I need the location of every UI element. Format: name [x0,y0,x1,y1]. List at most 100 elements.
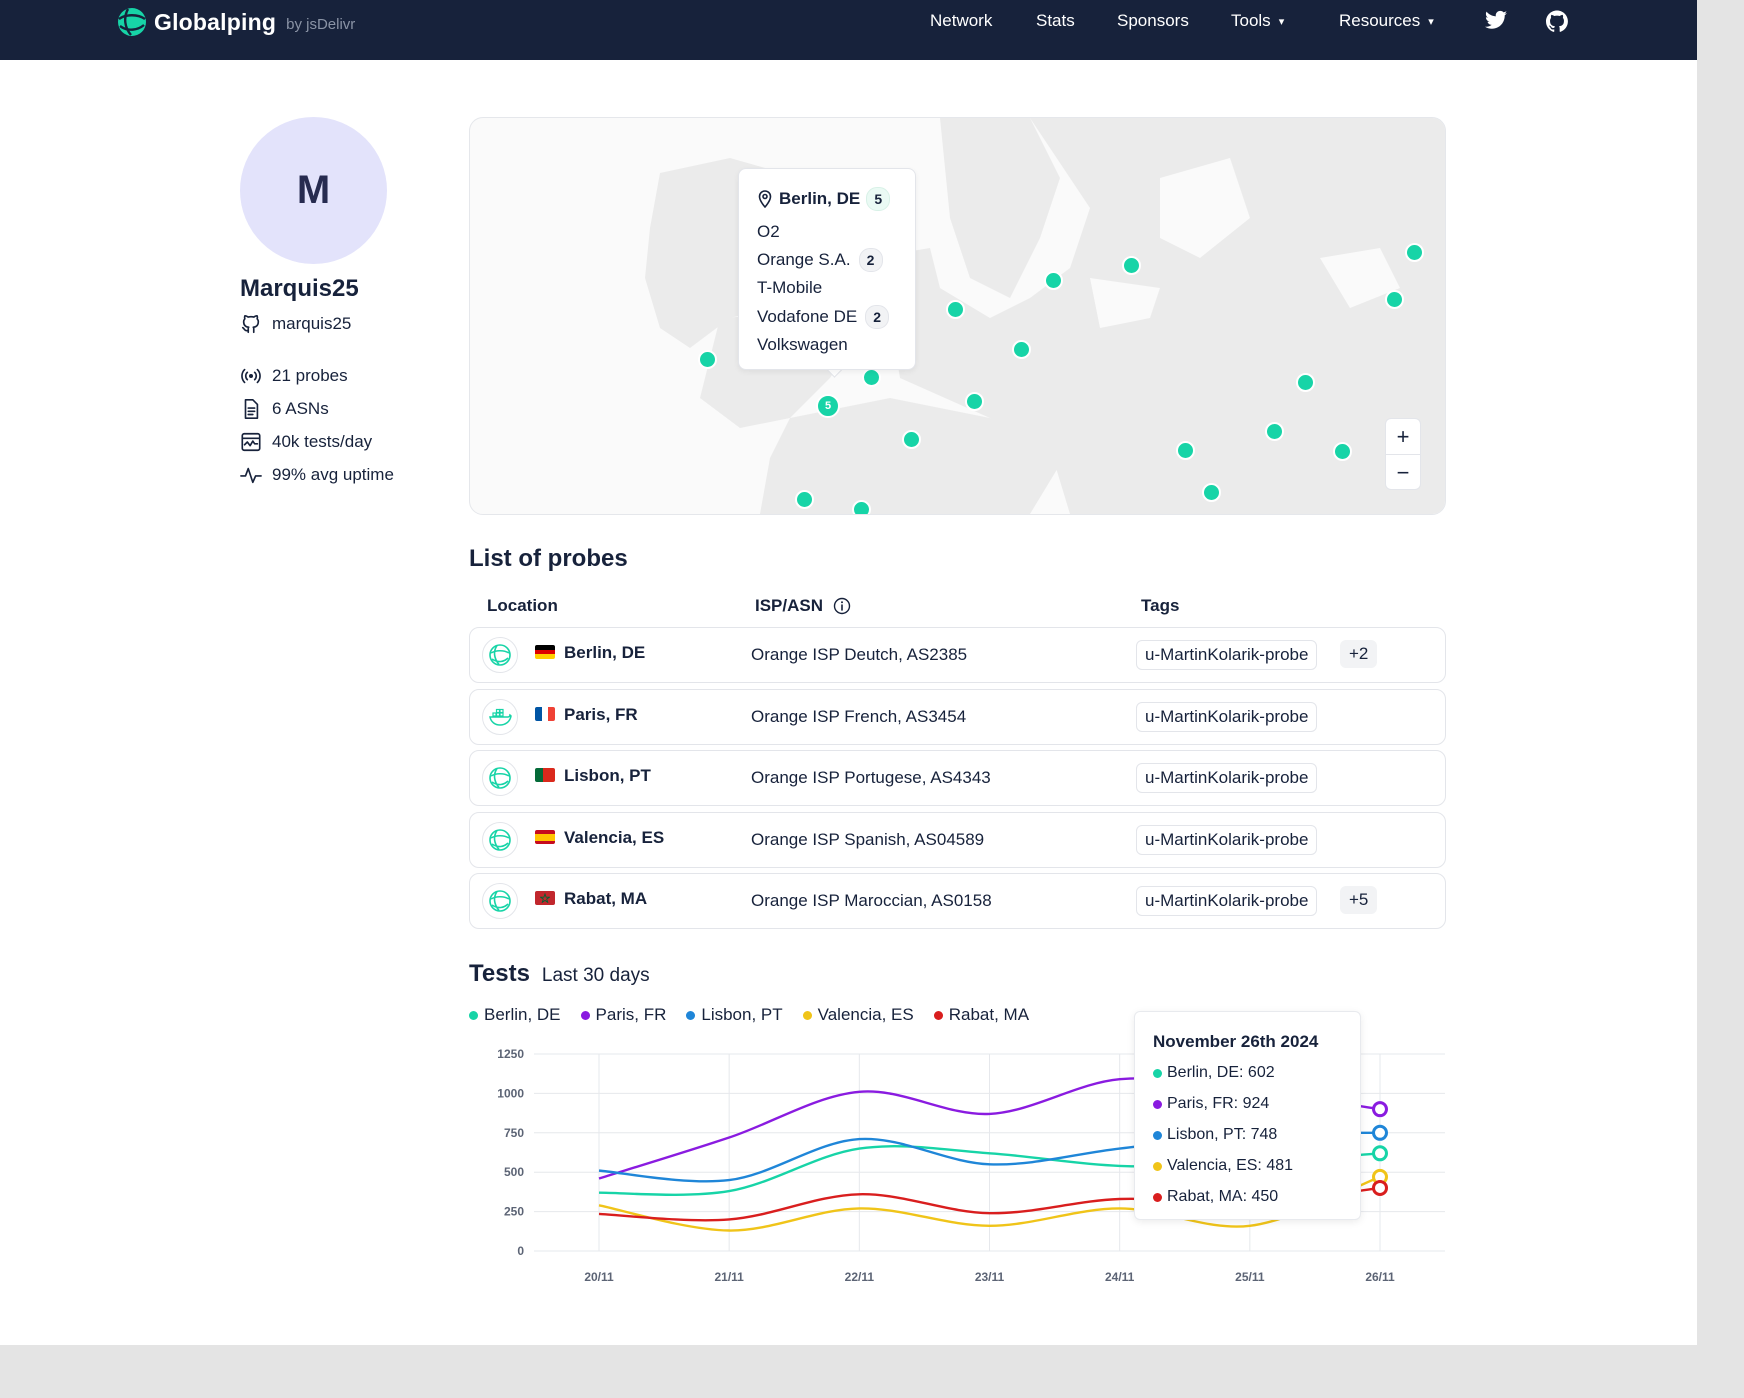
legend-item[interactable]: Lisbon, PT [686,1005,783,1025]
tests-title: Tests [469,960,530,987]
activity-chart-icon [241,432,261,452]
probe-marker[interactable] [698,350,717,369]
info-icon[interactable] [833,597,851,615]
github-profile-link[interactable]: marquis25 [240,311,351,337]
probe-location: Lisbon, PT [564,766,651,785]
popup-count-badge: 5 [866,187,891,211]
probe-tag[interactable]: u-MartinKolarik-probe [1136,763,1318,793]
probe-row[interactable]: Rabat, MA Orange ISP Maroccian, AS0158 u… [469,873,1446,929]
x-tick-label: 22/11 [845,1270,875,1284]
brand-logo[interactable]: Globalping by jsDelivr [116,5,355,39]
probe-isp: Orange ISP French, AS3454 [751,707,967,726]
docker-icon [482,699,518,735]
probe-marker[interactable] [1122,256,1141,275]
legend-item[interactable]: Rabat, MA [933,1005,1030,1025]
popup-isp-row: Volkswagen [757,334,848,356]
github-username: marquis25 [272,314,352,333]
nav-stats[interactable]: Stats [1036,8,1075,34]
probe-marker[interactable] [1296,373,1315,392]
more-tags-badge[interactable]: +5 [1340,886,1378,914]
popup-isp-name: Volkswagen [757,335,848,354]
nav-resources[interactable]: Resources ▾ [1339,8,1434,34]
zoom-in-button[interactable]: + [1386,419,1420,455]
nav-network[interactable]: Network [930,8,992,34]
probes-map[interactable]: 5 Berlin, DE 5 O2 Orange S.A. 2 T-Mobile … [469,117,1446,515]
popup-isp-count: 2 [858,248,883,272]
probe-marker[interactable] [1333,442,1352,461]
nav-tools-label: Tools [1231,11,1271,30]
probe-marker[interactable] [1405,243,1424,262]
x-tick-label: 21/11 [714,1270,744,1284]
cluster-count: 5 [824,400,832,412]
column-header-tags[interactable]: Tags [1141,596,1179,616]
column-header-isp[interactable]: ISP/ASN [755,596,851,616]
x-tick-label: 20/11 [584,1270,614,1284]
legend-swatch [1153,1068,1162,1078]
legend-swatch [686,1010,696,1020]
zoom-out-button[interactable]: − [1396,459,1410,485]
legend-swatch [580,1010,590,1020]
probe-marker[interactable] [795,490,814,509]
chart-tooltip: November 26th 2024 Berlin, DE: 602 Paris… [1134,1011,1361,1220]
globe-icon [482,822,518,858]
stat-asns: 6 ASNs [240,396,329,422]
avg-uptime: 99% avg uptime [272,465,394,484]
y-tick-label: 0 [517,1244,524,1258]
legend-swatch [933,1010,943,1020]
probe-isp: Orange ISP Deutch, AS2385 [751,645,968,664]
nav-tools[interactable]: Tools ▾ [1231,8,1284,34]
probe-marker[interactable] [1044,271,1063,290]
probe-marker[interactable] [1012,340,1031,359]
top-navbar: Globalping by jsDelivr Network Stats Spo… [0,0,1697,60]
legend-item[interactable]: Berlin, DE [469,1005,561,1025]
probe-marker[interactable] [946,300,965,319]
probe-tag[interactable]: u-MartinKolarik-probe [1136,886,1318,916]
star-icon [540,893,550,903]
probe-marker[interactable] [965,392,984,411]
probe-cluster-marker[interactable]: 5 [816,394,840,418]
probe-marker[interactable] [852,500,871,514]
probe-isp: Orange ISP Portugese, AS4343 [751,768,991,787]
probe-location: Valencia, ES [564,828,665,847]
chevron-down-icon: ▾ [1428,15,1434,28]
x-tick-label: 25/11 [1235,1270,1265,1284]
probe-tag[interactable]: u-MartinKolarik-probe [1136,825,1318,855]
series-end-point [1372,1179,1388,1196]
probe-tag[interactable]: u-MartinKolarik-probe [1136,702,1318,732]
more-tags-badge[interactable]: +2 [1340,640,1378,668]
legend-label: Valencia, ES [817,1005,914,1024]
document-icon [244,399,259,419]
nav-sponsors[interactable]: Sponsors [1117,8,1189,34]
probe-row[interactable]: Valencia, ES Orange ISP Spanish, AS04589… [469,812,1446,868]
probe-marker[interactable] [1202,483,1221,502]
twitter-icon[interactable] [1485,10,1507,30]
probe-marker[interactable] [1385,290,1404,309]
globalping-logo-icon [118,8,146,36]
tooltip-value: Berlin, DE: 602 [1167,1064,1275,1081]
probe-marker[interactable] [1176,441,1195,460]
tooltip-row: Berlin, DE: 602 [1153,1064,1275,1082]
flag-ma-icon [535,891,555,905]
globe-icon [482,637,518,673]
github-icon[interactable] [1546,10,1568,32]
column-header-location[interactable]: Location [487,596,558,616]
legend-label: Rabat, MA [948,1005,1030,1024]
legend-item[interactable]: Paris, FR [580,1005,666,1025]
probe-tag[interactable]: u-MartinKolarik-probe [1136,640,1318,670]
series-end-point [1372,1101,1388,1118]
probe-row[interactable]: Lisbon, PT Orange ISP Portugese, AS4343 … [469,750,1446,806]
probe-marker[interactable] [1265,422,1284,441]
popup-isp-name: O2 [757,222,780,241]
popup-isp-row: Orange S.A. 2 [757,248,883,272]
flag-de-icon [535,645,555,659]
popup-isp-name: T-Mobile [757,278,823,297]
probe-marker[interactable] [902,430,921,449]
avatar-initial: M [296,168,331,212]
legend-swatch [1153,1192,1162,1202]
popup-isp-name: Orange S.A. [757,250,851,269]
chevron-down-icon: ▾ [1278,15,1285,28]
probe-row[interactable]: Paris, FR Orange ISP French, AS3454 u-Ma… [469,689,1446,745]
legend-item[interactable]: Valencia, ES [802,1005,914,1025]
globe-icon [482,760,518,796]
probe-row[interactable]: Berlin, DE Orange ISP Deutch, AS2385 u-M… [469,627,1446,683]
